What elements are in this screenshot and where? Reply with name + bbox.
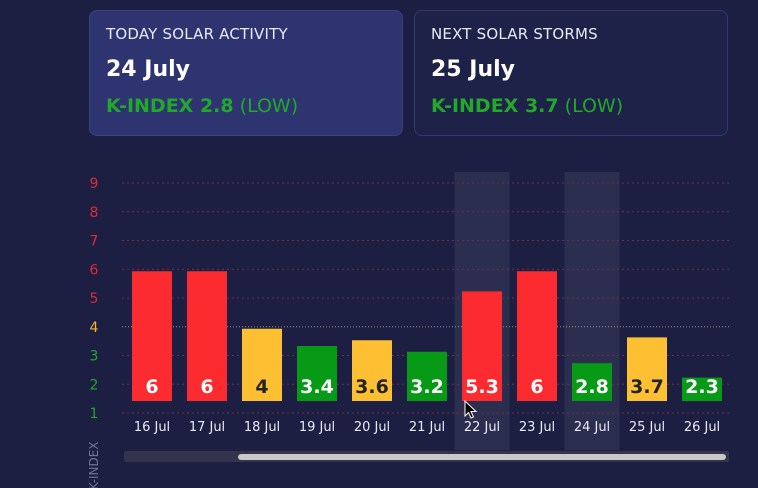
next-card-level: (LOW): [564, 95, 624, 117]
bar-16-jul: [132, 271, 172, 401]
next-card-kindex-line: K-INDEX 3.7 (LOW): [431, 95, 711, 117]
today-card-kindex: K-INDEX 2.8: [106, 95, 234, 117]
today-card-date: 24 July: [106, 57, 191, 82]
bar-value-label: 5.3: [465, 376, 499, 398]
today-card-kindex-line: K-INDEX 2.8 (LOW): [106, 95, 386, 117]
today-solar-activity-card: TODAY SOLAR ACTIVITY 24 July K-INDEX 2.8…: [89, 10, 403, 136]
x-tick-label: 16 Jul: [134, 420, 170, 435]
bar-value-label: 2.8: [575, 376, 609, 398]
next-solar-storms-card: NEXT SOLAR STORMS 25 July K-INDEX 3.7 (L…: [414, 10, 728, 136]
next-card-kindex: K-INDEX 3.7: [431, 95, 559, 117]
y-tick-label: 3: [90, 349, 99, 365]
x-tick-label: 26 Jul: [684, 420, 720, 435]
bar-value-label: 3.7: [630, 376, 664, 398]
y-tick-label: 8: [90, 205, 99, 221]
x-tick-label: 20 Jul: [354, 420, 390, 435]
y-axis-label: K-INDEX: [87, 442, 101, 488]
x-tick-label: 22 Jul: [464, 420, 500, 435]
bar-25-jul: [627, 337, 667, 401]
chart-scrollbar-thumb[interactable]: [238, 454, 726, 460]
x-tick-label: 19 Jul: [299, 420, 335, 435]
bar-17-jul: [187, 271, 227, 401]
x-tick-label: 17 Jul: [189, 420, 225, 435]
bar-value-label: 3.6: [355, 376, 389, 398]
kindex-bar-chart: 1 2 3 4 5 6 7 8 9 K-INDEX 6 16 Jul 6 17 Jul 4 18 Jul 3.4…: [87, 172, 730, 488]
bar-22-jul: [462, 291, 502, 401]
y-tick-label: 9: [90, 176, 99, 192]
bar-18-jul: [242, 328, 282, 401]
y-tick-label: 5: [90, 291, 99, 307]
today-card-heading: TODAY SOLAR ACTIVITY: [106, 25, 288, 43]
bar-23-jul: [517, 271, 557, 401]
x-tick-label: 24 Jul: [574, 420, 610, 435]
bar-26-jul: [682, 377, 722, 401]
x-tick-label: 23 Jul: [519, 420, 555, 435]
bar-value-label: 4: [255, 376, 268, 398]
bar-value-label: 3.4: [300, 376, 334, 398]
bar-20-jul: [352, 340, 392, 401]
bar-value-label: 6: [200, 376, 213, 398]
bar-24-jul: [572, 363, 612, 401]
x-tick-label: 21 Jul: [409, 420, 445, 435]
x-tick-label: 18 Jul: [244, 420, 280, 435]
x-tick-label: 25 Jul: [629, 420, 665, 435]
highlight-column-24-jul: [564, 172, 620, 450]
bar-value-label: 2.3: [685, 376, 719, 398]
y-tick-label: 1: [90, 406, 99, 422]
bar-value-label: 6: [530, 376, 543, 398]
bar-value-label: 3.2: [410, 376, 444, 398]
bar-21-jul: [407, 351, 447, 401]
mouse-cursor-icon: [464, 400, 478, 419]
today-card-level: (LOW): [239, 95, 299, 117]
y-tick-label: 4: [90, 320, 99, 336]
y-tick-label: 7: [90, 234, 99, 250]
next-card-heading: NEXT SOLAR STORMS: [431, 25, 598, 43]
bar-value-label: 6: [145, 376, 158, 398]
next-card-date: 25 July: [431, 57, 516, 82]
y-tick-label: 2: [90, 377, 99, 393]
bar-19-jul: [297, 346, 337, 401]
y-tick-label: 6: [90, 262, 99, 278]
